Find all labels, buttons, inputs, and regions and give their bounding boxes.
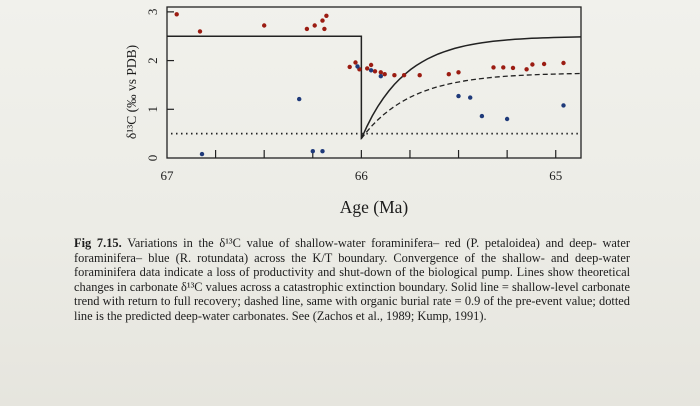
shallow-water-point [456,70,461,75]
shallow-water-point [524,67,529,72]
deep-water-point [456,93,461,99]
y-tick-label: 0 [145,155,160,162]
data-points [174,12,566,157]
shallow-water-point [401,73,407,78]
x-tick-label: 65 [549,168,562,183]
caption-line: water foraminifera– blue (R. rotundata) … [74,236,630,265]
x-tick-label: 67 [161,168,175,183]
deep-water-point [297,96,302,102]
y-tick-label: 2 [145,57,160,64]
y-tick-label: 1 [145,106,160,113]
shallow-water-point [446,72,451,77]
deep-water-point [378,74,383,79]
caption-line: deep-water foraminifera data indicate a … [74,250,630,280]
deep-water-point [368,68,374,73]
deep-water-point [199,151,205,157]
plot-frame [166,6,582,159]
deep-water-point [355,64,360,69]
shallow-water-point [530,62,535,67]
shallow-water-point [324,13,329,18]
shallow-water-point [382,72,387,77]
theory-lines [167,35,582,140]
shallow-water-point [322,26,327,32]
shallow-water-point [378,70,383,75]
shallow-water-point [392,73,397,78]
shallow-water-point [372,69,378,74]
y-tick-label: 3 [145,9,160,16]
solid-trend-line [167,35,582,140]
deep-water-point [320,149,325,154]
caption-line: Solid line = shallow-level carbonate tre… [74,279,630,309]
plot-area [166,6,582,159]
caption-line: Lines show theoretical changes in carbon… [74,265,631,294]
y-axis-label: δ¹³C (‰ vs PDB) [124,45,139,139]
y-axis-ticks: 0 1 2 3 [145,9,174,162]
deep-water-point [504,116,510,122]
shallow-water-point [510,65,516,71]
shallow-water-point [365,66,370,71]
shallow-water-point [353,60,358,65]
shallow-water-point [417,73,422,78]
caption-line: burial rate = 0.9 of the pre-event value… [74,294,630,323]
deep-water-point [561,103,566,108]
shallow-water-point [541,61,547,67]
shallow-water-point [347,64,352,70]
shallow-water-point [491,65,496,70]
shallow-water-point [197,29,203,34]
shallow-water-point [262,23,267,28]
shallow-water-point [304,26,310,32]
deep-water-point [479,113,485,119]
caption-line: Variations in the δ¹³C value of shallow-… [127,236,597,250]
figure-caption: Fig 7.15. Variations in the δ¹³C value o… [74,236,630,324]
shallow-water-point [561,60,566,66]
caption-line: et al., 1989; Kump, 1991). [355,308,487,323]
shallow-water-point [312,23,317,28]
shallow-water-point [501,65,506,70]
x-axis-label: Age (Ma) [340,197,409,217]
x-tick-label: 66 [355,168,369,183]
shallow-water-point [320,18,325,23]
shallow-water-point [174,12,179,17]
deep-water-point [310,149,315,154]
x-axis-ticks: 67 66 65 [161,150,562,183]
caption-label: Fig 7.15. [74,236,122,250]
dashed-trend-line [360,72,582,140]
deep-water-point [468,95,473,100]
shallow-water-point [368,62,374,68]
